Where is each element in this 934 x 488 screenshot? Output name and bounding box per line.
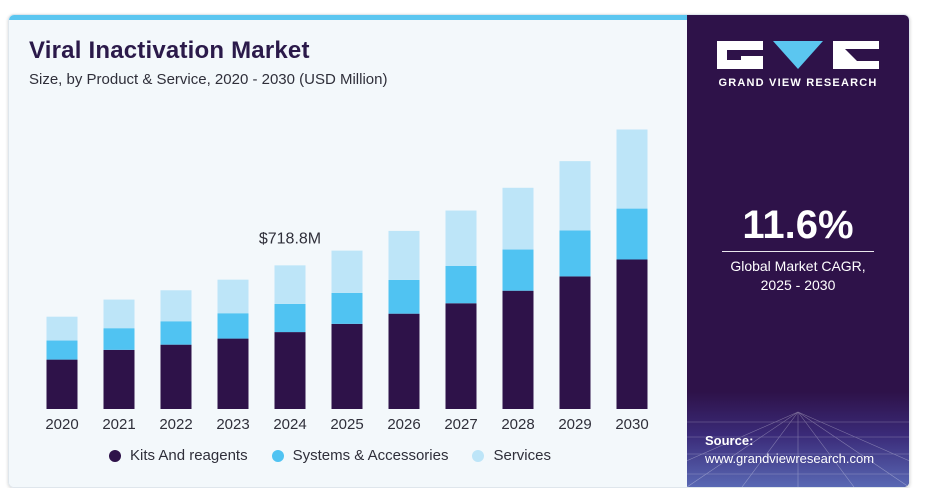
- stacked-bar-chart: 2020 2021 2022 2023 2024 $718.8M 2025 2026 2027 2…: [45, 129, 649, 433]
- bar-2024-series-1: [274, 303, 306, 333]
- bar-2020-series-1: [46, 340, 78, 360]
- cagr-label: Global Market CAGR, 2025 - 2030: [687, 257, 909, 295]
- bar-2027-series-1: [445, 266, 477, 304]
- legend-dot-icon: [109, 449, 121, 462]
- cagr-divider: [722, 251, 874, 252]
- info-sidebar: GRAND VIEW RESEARCH 11.6% Global Market …: [687, 15, 909, 487]
- bar-2021-series-2: [103, 299, 135, 329]
- bar-2027-series-2: [445, 210, 477, 266]
- legend-label: Services: [493, 447, 551, 464]
- x-tick-label: 2023: [216, 416, 249, 433]
- bar-2027-series-0: [445, 303, 477, 409]
- source-label: Source:: [705, 433, 754, 448]
- brand-name: GRAND VIEW RESEARCH: [718, 77, 878, 89]
- bar-2023-series-2: [217, 279, 249, 314]
- bar-2026-series-2: [388, 230, 420, 280]
- chart-subtitle: Size, by Product & Service, 2020 - 2030 …: [29, 71, 388, 88]
- bar-2026-series-1: [388, 279, 420, 314]
- x-tick-label: 2027: [444, 416, 477, 433]
- bar-2021-series-0: [103, 349, 135, 409]
- x-tick-label: 2030: [615, 416, 648, 433]
- decorative-gradient: [687, 392, 909, 487]
- legend-item-2: Services: [472, 447, 551, 464]
- chart-legend: Kits And reagents Systems & Accessories Se…: [109, 447, 575, 464]
- bar-2024-series-0: [274, 332, 306, 409]
- bar-2022-series-0: [160, 344, 192, 409]
- cagr-value: 11.6%: [742, 203, 854, 247]
- legend-item-0: Kits And reagents: [109, 447, 248, 464]
- bar-2029-series-0: [559, 276, 591, 409]
- bar-2020-series-2: [46, 316, 78, 341]
- bar-2022-series-1: [160, 321, 192, 345]
- infographic-card: Viral Inactivation Market Size, by Produ…: [8, 14, 910, 488]
- x-tick-label: 2028: [501, 416, 534, 433]
- legend-dot-icon: [472, 449, 485, 462]
- perspective-grid-icon: [687, 411, 909, 487]
- bar-2022-series-2: [160, 290, 192, 322]
- grand-view-research-logo-icon: [717, 41, 879, 69]
- bar-2026-series-0: [388, 313, 420, 409]
- bar-2030-series-1: [616, 208, 648, 260]
- source-url: www.grandviewresearch.com: [705, 451, 875, 466]
- bar-2028-series-2: [502, 187, 534, 250]
- bar-2025-series-2: [331, 250, 363, 293]
- x-tick-label: 2020: [45, 416, 78, 433]
- bar-2030-series-0: [616, 259, 648, 409]
- legend-dot-icon: [271, 449, 284, 462]
- x-tick-label: 2025: [330, 416, 363, 433]
- legend-item-1: Systems & Accessories: [271, 447, 449, 464]
- bar-2025-series-0: [331, 323, 363, 409]
- x-tick-label: 2021: [102, 416, 135, 433]
- legend-label: Systems & Accessories: [292, 447, 449, 464]
- bar-2028-series-1: [502, 249, 534, 291]
- x-tick-label: 2024: [273, 416, 306, 433]
- cagr-label-line1: Global Market CAGR,: [730, 258, 866, 274]
- bar-2023-series-0: [217, 338, 249, 409]
- bar-2030-series-2: [616, 129, 648, 209]
- bar-2029-series-1: [559, 230, 591, 277]
- data-label: $718.8M: [259, 230, 321, 247]
- x-tick-label: 2026: [387, 416, 420, 433]
- bar-2024-series-2: [274, 265, 306, 304]
- legend-label: Kits And reagents: [130, 447, 248, 464]
- x-tick-label: 2022: [159, 416, 192, 433]
- bar-2029-series-2: [559, 161, 591, 231]
- x-tick-label: 2029: [558, 416, 591, 433]
- bar-2021-series-1: [103, 328, 135, 350]
- bar-2025-series-1: [331, 292, 363, 324]
- bar-2023-series-1: [217, 313, 249, 339]
- cagr-label-line2: 2025 - 2030: [760, 277, 836, 293]
- bar-2028-series-0: [502, 290, 534, 409]
- chart-title: Viral Inactivation Market: [29, 37, 310, 64]
- accent-bar: [9, 15, 687, 20]
- chart-panel: Viral Inactivation Market Size, by Produ…: [9, 15, 687, 487]
- bar-2020-series-0: [46, 359, 78, 409]
